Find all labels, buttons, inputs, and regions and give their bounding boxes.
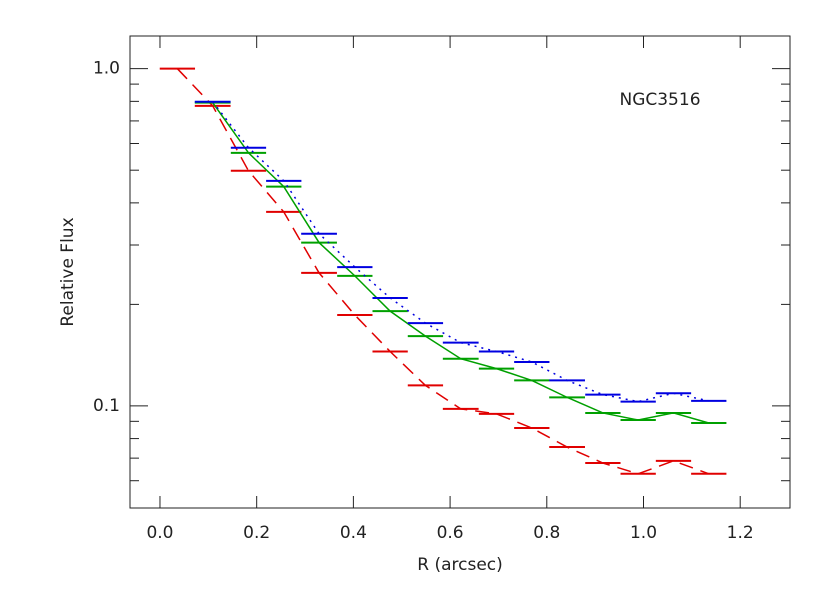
x-axis-label: R (arcsec) (417, 555, 503, 575)
y-axis-label: Relative Flux (58, 217, 78, 326)
x-tick-label: 1.2 (727, 523, 754, 543)
x-tick-label: 0.6 (437, 523, 464, 543)
x-tick-label: 1.0 (630, 523, 657, 543)
series-line (212, 101, 709, 403)
annotation: NGC3516 (619, 90, 700, 110)
x-tick-label: 0.4 (340, 523, 367, 543)
x-tick-label: 0.8 (533, 523, 560, 543)
plot-frame (129, 35, 791, 509)
y-tick-label: 0.1 (93, 396, 120, 416)
x-tick-label: 0.2 (243, 523, 270, 543)
series-line (212, 102, 709, 424)
x-tick-label: 0.0 (146, 523, 173, 543)
series-line (176, 68, 710, 475)
y-tick-label: 1.0 (93, 59, 120, 79)
